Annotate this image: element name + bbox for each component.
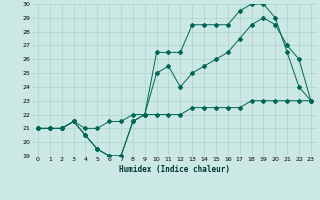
- X-axis label: Humidex (Indice chaleur): Humidex (Indice chaleur): [119, 165, 230, 174]
